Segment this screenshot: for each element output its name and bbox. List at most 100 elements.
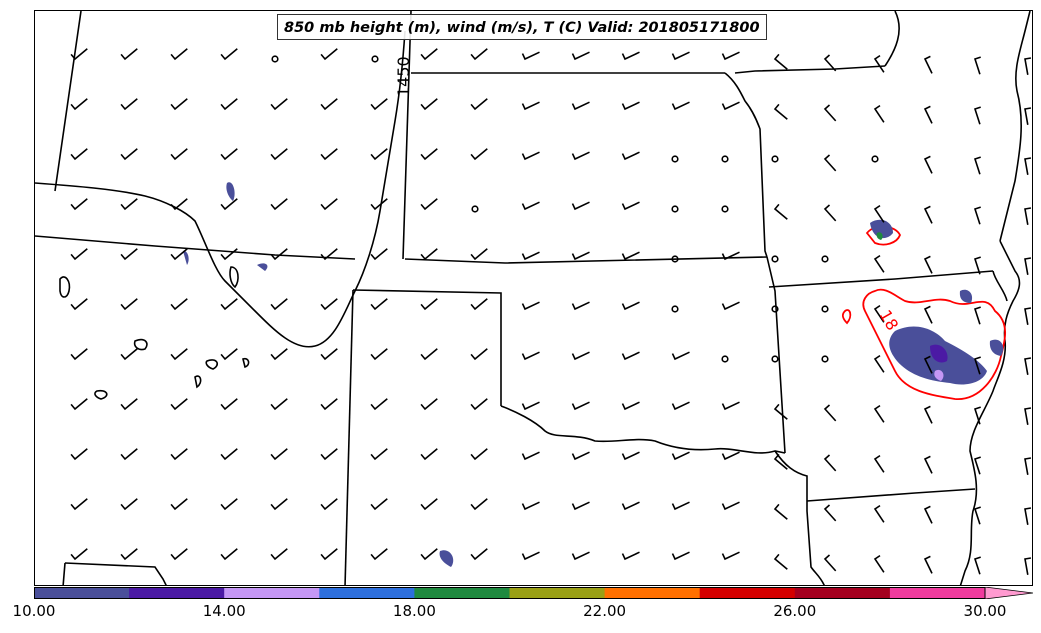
wind-barb <box>70 298 88 311</box>
wind-barb <box>873 104 885 123</box>
wind-barb <box>571 401 590 411</box>
wind-barb <box>70 198 88 211</box>
wind-barb <box>320 48 338 61</box>
wind-barb <box>470 448 488 461</box>
wind-barb <box>70 148 88 161</box>
shaded-region <box>257 263 268 271</box>
wind-barb <box>621 351 640 361</box>
wind-barb <box>320 198 338 211</box>
wind-barb <box>973 156 981 175</box>
wind-barb-calm <box>671 205 679 213</box>
map-canvas: 1450 18 <box>35 11 1032 585</box>
state-boundaries <box>35 11 1031 585</box>
colorbar-segment <box>699 587 796 599</box>
wind-barb <box>270 248 288 261</box>
wind-barb <box>70 48 88 61</box>
wind-barb <box>270 448 288 461</box>
wind-barb <box>370 298 388 311</box>
wind-barb <box>270 348 288 361</box>
wind-barb <box>220 448 238 461</box>
wind-barb-calm <box>671 255 679 263</box>
wind-barb <box>721 101 740 111</box>
wind-barb <box>320 498 338 511</box>
boundary-line <box>884 11 900 67</box>
boundary-line <box>992 270 1008 302</box>
wind-barb <box>973 456 981 475</box>
wind-barb <box>220 298 238 311</box>
colorbar-tick-label: 26.00 <box>773 602 817 620</box>
wind-barb <box>370 548 388 561</box>
wind-barb-calm <box>721 355 729 363</box>
wind-barb <box>923 255 933 274</box>
wind-barb <box>773 503 788 520</box>
wind-barb-calm <box>721 155 729 163</box>
wind-barb <box>1024 457 1032 475</box>
wind-barb <box>120 548 138 561</box>
wind-barb <box>923 355 933 374</box>
wind-barb <box>571 551 590 561</box>
shaded-region <box>226 182 235 201</box>
wind-barb <box>120 248 138 261</box>
wind-barb <box>1024 57 1032 75</box>
boundary-line <box>352 289 502 406</box>
map-panel: 1450 18 <box>34 10 1033 586</box>
colorbar-tick-label: 10.00 <box>12 602 56 620</box>
boundary-line <box>94 389 108 400</box>
boundary-line <box>54 11 82 192</box>
wind-barb <box>420 298 438 311</box>
wind-barb <box>621 101 640 111</box>
wind-barb-calm <box>371 55 379 63</box>
wind-barb <box>773 553 788 570</box>
wind-barb <box>873 204 885 223</box>
wind-barb <box>1024 307 1032 325</box>
wind-barb <box>823 54 837 72</box>
colorbar-segment <box>414 587 510 599</box>
wind-barb <box>170 348 188 361</box>
wind-barb <box>823 554 837 572</box>
wind-barb <box>320 348 338 361</box>
wind-barb <box>773 203 788 220</box>
wind-barb <box>170 198 188 211</box>
shaded-field <box>183 182 1004 567</box>
wind-barb <box>470 248 488 261</box>
wind-barb <box>923 505 933 524</box>
wind-barb <box>370 448 388 461</box>
wind-barb <box>773 403 788 420</box>
wind-barb <box>721 501 740 511</box>
shaded-region <box>876 232 883 240</box>
wind-barb <box>873 554 885 573</box>
boundary-line <box>229 266 239 289</box>
boundary-line <box>194 375 202 389</box>
shaded-region <box>989 339 1004 356</box>
temperature-contour-line <box>862 288 1007 400</box>
boundary-line <box>724 72 768 258</box>
shaded-region <box>870 219 893 239</box>
boundary-line <box>402 11 412 260</box>
wind-barb <box>923 555 933 574</box>
wind-barb <box>270 198 288 211</box>
wind-barb <box>220 398 238 411</box>
wind-barb <box>621 151 640 161</box>
wind-barb <box>320 448 338 461</box>
wind-barb <box>70 548 88 561</box>
wind-barb <box>923 405 933 424</box>
boundary-line <box>768 270 994 288</box>
wind-barb <box>773 453 788 470</box>
wind-barbs <box>70 48 1032 575</box>
wind-barb <box>721 551 740 561</box>
wind-barb <box>120 348 138 361</box>
wind-barb <box>170 148 188 161</box>
wind-barb <box>621 551 640 561</box>
wind-barb <box>571 451 590 461</box>
wind-barb <box>973 306 981 325</box>
wind-barb <box>671 51 690 61</box>
wind-barb <box>721 451 740 461</box>
wind-barb <box>671 101 690 111</box>
wind-barb <box>571 501 590 511</box>
wind-barb <box>370 248 388 261</box>
colorbar-segment <box>129 587 225 599</box>
wind-barb <box>721 301 740 311</box>
wind-barb <box>621 201 640 211</box>
wind-barb <box>420 48 438 61</box>
wind-barb <box>671 451 690 461</box>
